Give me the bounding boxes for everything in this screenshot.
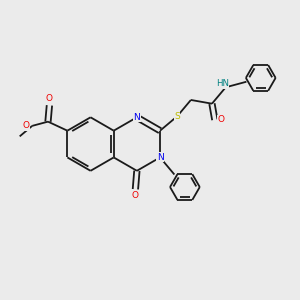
Text: N: N <box>134 113 140 122</box>
Text: O: O <box>46 94 53 103</box>
Text: N: N <box>157 153 164 162</box>
Text: S: S <box>174 112 180 121</box>
Text: HN: HN <box>216 79 229 88</box>
Text: O: O <box>217 115 224 124</box>
Text: O: O <box>22 122 29 130</box>
Text: O: O <box>132 191 139 200</box>
